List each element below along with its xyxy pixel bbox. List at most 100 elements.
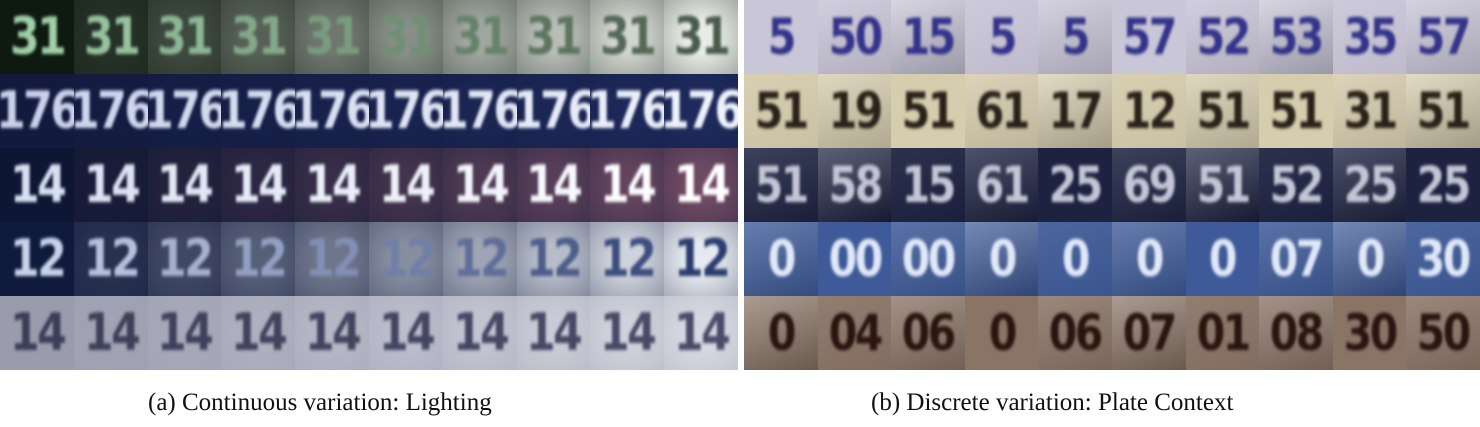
digit-glyph: 69 [1122, 156, 1178, 214]
digit-glyph: 0 [988, 230, 1018, 288]
sample-cell: 12 [442, 222, 517, 296]
sample-cell: 15 [891, 0, 965, 74]
digit-glyph: 14 [378, 155, 436, 215]
sample-cell: 14 [590, 296, 665, 370]
sample-cell: 00 [891, 222, 965, 296]
digit-glyph: 31 [157, 7, 214, 67]
sample-cell: 07 [1111, 296, 1186, 370]
sample-cell: 14 [369, 296, 443, 370]
sample-cell: 31 [221, 0, 296, 74]
digit-glyph: 0 [767, 304, 797, 362]
digit-glyph: 176 [147, 81, 222, 141]
digit-glyph: 25 [1417, 156, 1472, 214]
digit-glyph: 176 [0, 81, 74, 141]
digit-glyph: 176 [73, 81, 148, 141]
digit-glyph: 17 [1049, 82, 1104, 140]
digit-glyph: 14 [83, 303, 140, 363]
digit-glyph: 07 [1122, 304, 1178, 362]
sample-cell: 52 [1185, 0, 1260, 74]
digit-glyph: 5 [1062, 8, 1091, 66]
sample-cell: 14 [516, 148, 591, 222]
digit-glyph: 176 [369, 81, 443, 141]
digit-glyph: 53 [1269, 8, 1325, 66]
digit-glyph: 0 [1135, 230, 1165, 288]
sample-cell: 31 [1332, 74, 1407, 148]
sample-cell: 14 [0, 148, 74, 222]
digit-glyph: 12 [452, 229, 509, 289]
sample-cell: 19 [817, 74, 892, 148]
sample-cell: 14 [442, 148, 517, 222]
sample-cell: 176 [221, 74, 296, 148]
sample-cell: 176 [590, 74, 665, 148]
sample-cell: 12 [295, 222, 369, 296]
sample-cell: 14 [664, 148, 738, 222]
sample-cell: 12 [1111, 74, 1186, 148]
digit-glyph: 31 [9, 7, 67, 67]
digit-glyph: 14 [157, 155, 214, 215]
sample-cell: 14 [73, 148, 148, 222]
sample-cell: 176 [442, 74, 517, 148]
digit-glyph: 12 [83, 229, 140, 289]
digit-glyph: 176 [664, 81, 738, 141]
digit-glyph: 30 [1417, 230, 1472, 288]
digit-glyph: 14 [673, 303, 731, 363]
sample-cell: 14 [516, 296, 591, 370]
sample-cell: 176 [147, 74, 222, 148]
digit-glyph: 07 [1269, 230, 1325, 288]
sample-cell: 15 [891, 148, 965, 222]
sample-cell: 50 [817, 0, 892, 74]
digit-glyph: 01 [1196, 304, 1251, 362]
digit-glyph: 51 [1269, 82, 1325, 140]
sample-cell: 5 [964, 0, 1039, 74]
sample-cell: 58 [817, 148, 892, 222]
digit-glyph: 12 [526, 229, 583, 289]
digit-glyph: 176 [221, 81, 296, 141]
sample-cell: 176 [516, 74, 591, 148]
digit-glyph: 31 [452, 7, 509, 67]
digit-glyph: 35 [1343, 8, 1399, 66]
sample-cell: 14 [221, 148, 296, 222]
digit-glyph: 00 [901, 230, 957, 288]
sample-cell: 12 [73, 222, 148, 296]
sample-cell: 14 [295, 148, 369, 222]
sample-cell: 01 [1185, 296, 1260, 370]
sample-cell: 14 [295, 296, 369, 370]
digit-glyph: 12 [673, 229, 731, 289]
sample-cell: 31 [516, 0, 591, 74]
sample-cell: 12 [369, 222, 443, 296]
sample-cell: 57 [1111, 0, 1186, 74]
digit-glyph: 12 [231, 229, 288, 289]
digit-glyph: 14 [452, 303, 509, 363]
digit-glyph: 06 [901, 304, 957, 362]
digit-glyph: 176 [590, 81, 665, 141]
digit-glyph: 52 [1269, 156, 1325, 214]
digit-glyph: 14 [157, 303, 214, 363]
digit-glyph: 14 [378, 303, 436, 363]
caption-plate-context: (b) Discrete variation: Plate Context [871, 389, 1234, 416]
sample-cell: 52 [1259, 148, 1333, 222]
digit-glyph: 30 [1343, 304, 1399, 362]
sample-cell: 31 [73, 0, 148, 74]
sample-cell: 04 [817, 296, 892, 370]
sample-cell: 31 [295, 0, 369, 74]
sample-cell: 31 [147, 0, 222, 74]
digit-glyph: 12 [157, 229, 214, 289]
digit-glyph: 176 [516, 81, 591, 141]
sample-cell: 12 [664, 222, 738, 296]
digit-glyph: 61 [975, 82, 1031, 140]
digit-glyph: 14 [452, 155, 509, 215]
digit-glyph: 5 [767, 8, 797, 66]
sample-cell: 14 [590, 148, 665, 222]
sample-cell: 31 [442, 0, 517, 74]
digit-glyph: 51 [1196, 82, 1251, 140]
sample-cell: 0 [744, 296, 818, 370]
sample-cell: 51 [1185, 74, 1260, 148]
sample-cell: 0 [1038, 222, 1112, 296]
digit-glyph: 14 [9, 303, 67, 363]
digit-glyph: 14 [673, 155, 731, 215]
digit-glyph: 25 [1049, 156, 1104, 214]
sample-cell: 17 [1038, 74, 1112, 148]
sample-cell: 176 [73, 74, 148, 148]
digit-glyph: 14 [600, 155, 657, 215]
digit-glyph: 14 [231, 155, 288, 215]
